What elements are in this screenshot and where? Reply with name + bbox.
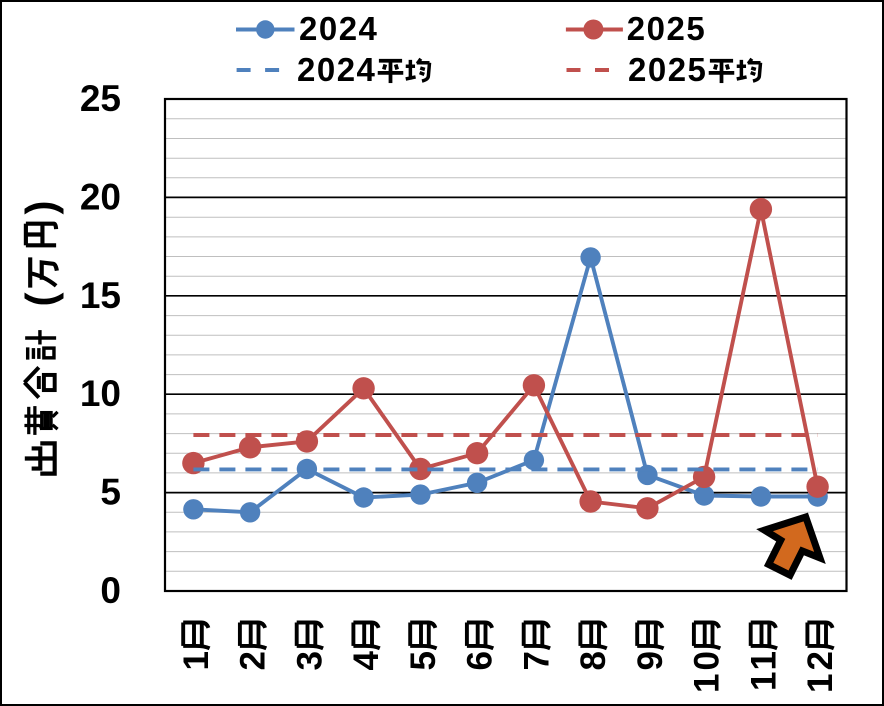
svg-text:5: 5 (100, 472, 121, 513)
svg-text:(: ( (17, 293, 64, 307)
svg-text:5: 5 (404, 648, 443, 670)
svg-text:2024: 2024 (299, 10, 378, 47)
svg-text:2025: 2025 (627, 10, 706, 47)
svg-text:8: 8 (574, 648, 613, 670)
svg-text:6: 6 (461, 648, 500, 670)
svg-text:2: 2 (234, 648, 273, 670)
svg-text:2024: 2024 (297, 51, 376, 88)
svg-text:20: 20 (80, 176, 121, 217)
svg-text:12: 12 (801, 648, 840, 693)
svg-text:1: 1 (177, 648, 216, 670)
svg-text:15: 15 (80, 275, 121, 316)
svg-text:): ) (17, 201, 64, 215)
svg-text:9: 9 (631, 648, 670, 670)
svg-text:11: 11 (744, 648, 783, 691)
svg-text:25: 25 (80, 78, 121, 119)
svg-text:0: 0 (100, 570, 121, 611)
svg-text:3: 3 (290, 648, 329, 670)
svg-text:7: 7 (517, 648, 556, 670)
svg-text:10: 10 (688, 648, 727, 693)
svg-text:4: 4 (347, 648, 386, 670)
svg-text:2025: 2025 (628, 51, 707, 88)
svg-text:10: 10 (80, 373, 121, 414)
